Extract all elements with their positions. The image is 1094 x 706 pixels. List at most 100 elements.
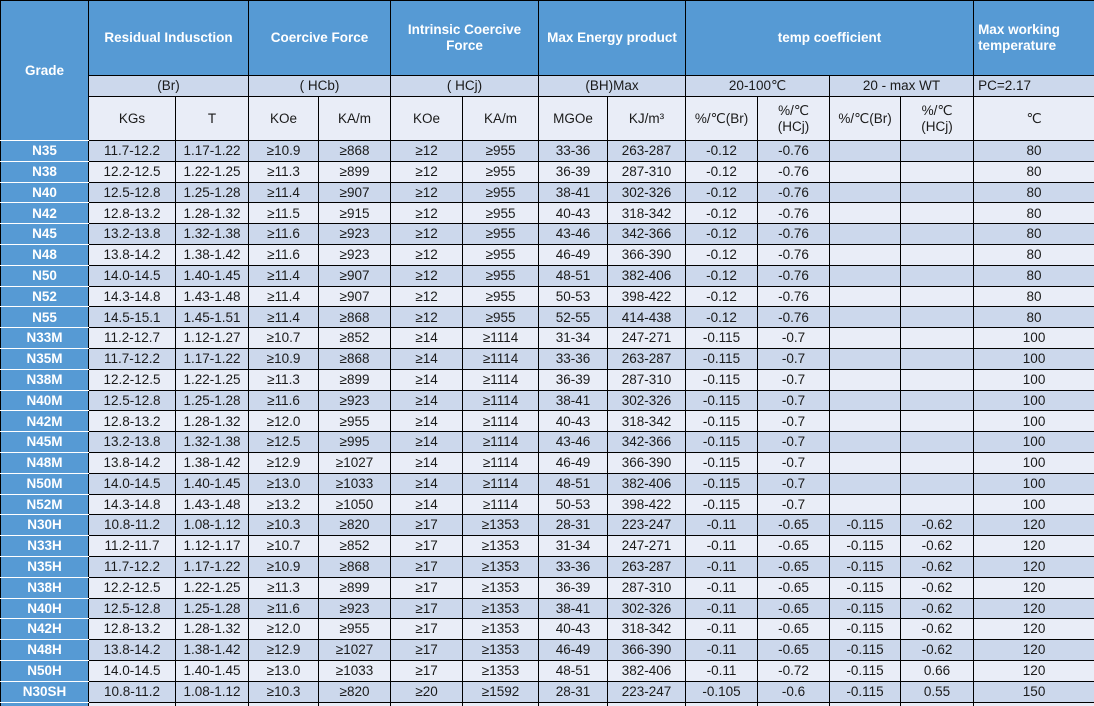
data-cell: ≥1114	[462, 493, 540, 516]
data-cell: 342-366	[607, 431, 687, 453]
data-cell: ≥12.9	[248, 639, 320, 661]
data-cell: ≥14	[390, 389, 464, 412]
data-cell: -0.7	[757, 451, 831, 474]
data-cell	[829, 327, 902, 349]
data-cell: 287-310	[607, 368, 687, 391]
data-cell: ≥868	[318, 306, 392, 329]
data-cell: -0.115	[829, 659, 902, 682]
data-cell	[829, 160, 902, 183]
data-cell	[757, 701, 831, 706]
grade-cell: N50M	[0, 472, 89, 495]
data-cell: ≥17	[390, 659, 464, 682]
data-cell: 28-31	[538, 680, 609, 703]
data-cell: ≥820	[318, 514, 392, 537]
data-cell	[900, 701, 975, 706]
temp-coefficient-header: temp coefficient	[685, 0, 975, 76]
grade-cell: N30H	[0, 514, 89, 537]
data-cell: ≥12	[390, 223, 464, 245]
data-cell: 1.17-1.22	[174, 140, 250, 162]
data-cell: ≥12.5	[248, 431, 320, 453]
data-cell: -0.115	[685, 472, 759, 495]
data-cell: -0.62	[900, 535, 975, 557]
data-cell: ≥14	[390, 431, 464, 453]
data-cell: 1.22-1.25	[174, 368, 250, 391]
data-cell	[900, 451, 975, 474]
data-cell: ≥17	[390, 597, 464, 620]
data-cell: 33-36	[538, 140, 609, 162]
data-cell: -0.11	[685, 535, 759, 557]
data-cell: ≥915	[318, 202, 392, 225]
data-cell: 80	[973, 160, 1094, 183]
data-cell: ≥923	[318, 223, 392, 245]
data-cell	[900, 410, 975, 433]
grade-cell: N33H	[0, 535, 89, 557]
grade-cell: N30SH	[0, 680, 89, 703]
data-cell: 48-51	[538, 472, 609, 495]
data-cell: -0.105	[685, 680, 759, 703]
data-cell: ≥899	[318, 576, 392, 599]
data-cell: ≥1353	[462, 555, 540, 578]
data-cell: 14.0-14.5	[88, 659, 176, 682]
data-cell: ≥10.3	[248, 514, 320, 537]
unit-koe-hcb: KOe	[248, 96, 320, 141]
data-cell: -0.12	[685, 202, 759, 225]
data-cell: 120	[973, 659, 1094, 682]
data-cell: 80	[973, 140, 1094, 162]
data-cell: 11.7-12.2	[88, 140, 176, 162]
data-cell: -0.7	[757, 368, 831, 391]
data-cell: ≥995	[318, 431, 392, 453]
data-cell: -0.12	[685, 223, 759, 245]
unit-kam-hcb: KA/m	[318, 96, 392, 141]
data-cell: ≥12.0	[248, 410, 320, 433]
unit-pct-br-20-100: %/℃(Br)	[685, 96, 759, 141]
data-cell: 1.08-1.12	[174, 514, 250, 537]
data-cell: 120	[973, 597, 1094, 620]
data-cell: -0.12	[685, 140, 759, 162]
table-row: N42 12.8-13.2 1.28-1.32 ≥11.5 ≥915 ≥12 ≥955 40-…	[0, 202, 1094, 225]
data-cell: -0.72	[757, 659, 831, 682]
data-cell: ≥14	[390, 410, 464, 433]
table-row: N48H 13.8-14.2 1.38-1.42 ≥12.9 ≥1027 ≥17 ≥1353…	[0, 639, 1094, 661]
data-cell: 48-51	[538, 659, 609, 682]
data-cell: 398-422	[607, 493, 687, 516]
grade-cell: N42	[0, 202, 89, 225]
data-cell: 13.8-14.2	[88, 639, 176, 661]
data-cell	[829, 472, 902, 495]
data-cell: -0.12	[685, 285, 759, 308]
data-cell	[607, 701, 687, 706]
data-cell: 1.38-1.42	[174, 243, 250, 266]
br-symbol-cell: (Br)	[87, 75, 250, 97]
data-cell: -0.76	[757, 285, 831, 308]
grade-cell: N52	[0, 285, 89, 308]
data-cell: ≥1114	[462, 389, 540, 412]
data-cell: ≥12.0	[248, 618, 320, 641]
table-row: N30H 10.8-11.2 1.08-1.12 ≥10.3 ≥820 ≥17 ≥1353 2…	[0, 514, 1094, 537]
table-row: N38H 12.2-12.5 1.22-1.25 ≥11.3 ≥899 ≥17 ≥1353 3…	[0, 576, 1094, 599]
data-cell: ≥12	[390, 202, 464, 225]
data-cell	[900, 181, 975, 204]
data-cell: -0.7	[757, 472, 831, 495]
data-cell: ≥17	[390, 639, 464, 661]
data-cell: ≥923	[318, 389, 392, 412]
data-cell: 1.28-1.32	[174, 202, 250, 225]
header-units-row: KGs T KOe KA/m KOe KA/m MGOe KJ/m³ %/℃(B…	[1, 96, 1094, 141]
data-cell	[829, 202, 902, 225]
grade-cell: N38	[0, 160, 89, 183]
data-cell: 1.25-1.28	[174, 389, 250, 412]
data-cell: -0.115	[685, 347, 759, 370]
data-cell: ≥868	[318, 347, 392, 370]
data-cell: ≥955	[462, 285, 540, 308]
data-cell: ≥955	[462, 223, 540, 245]
data-cell: 43-46	[538, 223, 609, 245]
data-cell	[829, 306, 902, 329]
data-cell: 263-287	[607, 140, 687, 162]
grade-cell: N55	[0, 306, 89, 329]
data-cell: 302-326	[607, 181, 687, 204]
data-cell: ≥12	[390, 140, 464, 162]
data-cell: -0.65	[757, 597, 831, 620]
data-cell: ≥955	[318, 618, 392, 641]
data-cell	[829, 243, 902, 266]
data-cell: 1.17-1.22	[174, 555, 250, 578]
data-cell	[829, 368, 902, 391]
data-cell: -0.115	[685, 389, 759, 412]
